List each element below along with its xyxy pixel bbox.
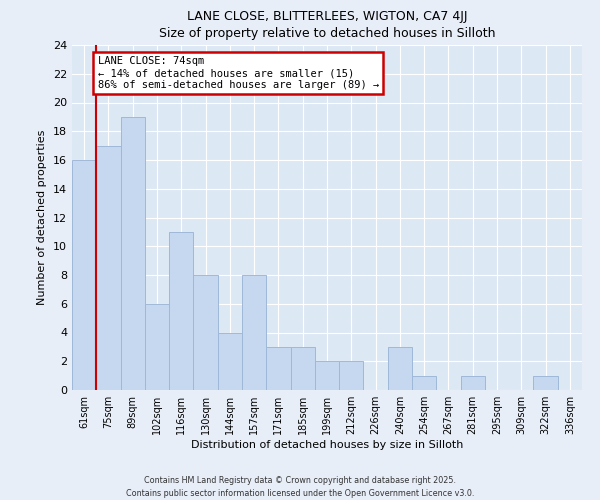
Bar bbox=[266, 347, 290, 390]
X-axis label: Distribution of detached houses by size in Silloth: Distribution of detached houses by size … bbox=[191, 440, 463, 450]
Bar bbox=[315, 361, 339, 390]
Bar bbox=[169, 232, 193, 390]
Bar bbox=[533, 376, 558, 390]
Bar bbox=[412, 376, 436, 390]
Bar bbox=[96, 146, 121, 390]
Bar bbox=[339, 361, 364, 390]
Bar bbox=[218, 332, 242, 390]
Bar bbox=[290, 347, 315, 390]
Bar bbox=[242, 275, 266, 390]
Bar bbox=[145, 304, 169, 390]
Text: LANE CLOSE: 74sqm
← 14% of detached houses are smaller (15)
86% of semi-detached: LANE CLOSE: 74sqm ← 14% of detached hous… bbox=[97, 56, 379, 90]
Bar bbox=[193, 275, 218, 390]
Title: LANE CLOSE, BLITTERLEES, WIGTON, CA7 4JJ
Size of property relative to detached h: LANE CLOSE, BLITTERLEES, WIGTON, CA7 4JJ… bbox=[159, 10, 495, 40]
Bar bbox=[461, 376, 485, 390]
Text: Contains HM Land Registry data © Crown copyright and database right 2025.
Contai: Contains HM Land Registry data © Crown c… bbox=[126, 476, 474, 498]
Bar bbox=[121, 117, 145, 390]
Bar bbox=[72, 160, 96, 390]
Y-axis label: Number of detached properties: Number of detached properties bbox=[37, 130, 47, 305]
Bar bbox=[388, 347, 412, 390]
